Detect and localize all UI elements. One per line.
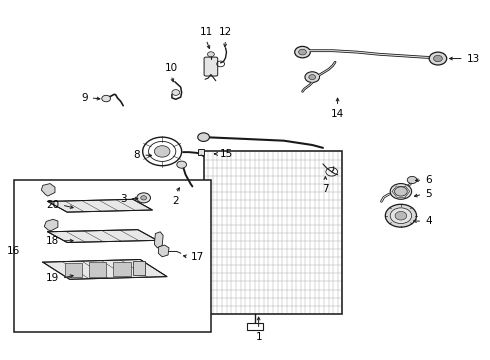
Bar — [89, 262, 106, 276]
Text: 5: 5 — [425, 189, 432, 199]
Text: 7: 7 — [322, 184, 329, 194]
Circle shape — [390, 184, 412, 199]
Text: 17: 17 — [191, 252, 204, 262]
Text: 12: 12 — [219, 27, 232, 37]
Bar — [199, 205, 204, 212]
Text: 20: 20 — [46, 200, 59, 210]
Bar — [203, 152, 343, 314]
Text: 14: 14 — [331, 109, 344, 118]
Circle shape — [395, 211, 407, 220]
Circle shape — [309, 75, 316, 80]
Circle shape — [198, 133, 209, 141]
Circle shape — [177, 161, 187, 168]
Text: 2: 2 — [172, 196, 179, 206]
Bar — [14, 180, 211, 332]
Circle shape — [294, 46, 310, 58]
Text: 18: 18 — [46, 236, 59, 246]
Circle shape — [154, 146, 170, 157]
Text: 19: 19 — [46, 273, 59, 283]
Text: 16: 16 — [7, 247, 21, 256]
Polygon shape — [48, 230, 157, 243]
Text: 4: 4 — [425, 216, 432, 226]
Circle shape — [137, 193, 150, 203]
Text: 9: 9 — [81, 93, 88, 103]
Bar — [114, 262, 130, 276]
Text: 13: 13 — [466, 54, 480, 64]
Circle shape — [429, 52, 447, 65]
Circle shape — [305, 72, 319, 82]
Circle shape — [390, 208, 412, 224]
Circle shape — [298, 49, 306, 55]
Polygon shape — [44, 219, 58, 231]
Polygon shape — [48, 199, 152, 212]
Text: 8: 8 — [134, 150, 140, 160]
Circle shape — [141, 196, 147, 200]
FancyBboxPatch shape — [204, 57, 218, 76]
Bar — [65, 263, 82, 277]
Circle shape — [172, 90, 180, 95]
Circle shape — [102, 95, 111, 102]
Text: 6: 6 — [425, 175, 432, 185]
Circle shape — [143, 137, 182, 166]
Text: 1: 1 — [255, 332, 262, 342]
Text: 10: 10 — [164, 63, 177, 73]
Bar — [247, 323, 263, 330]
Polygon shape — [158, 245, 169, 257]
Text: 15: 15 — [220, 149, 233, 159]
Polygon shape — [154, 232, 163, 248]
Circle shape — [394, 187, 407, 196]
Bar — [198, 149, 204, 155]
Text: 3: 3 — [120, 194, 126, 203]
Bar — [133, 261, 145, 275]
Circle shape — [207, 52, 214, 57]
Polygon shape — [41, 184, 55, 196]
Polygon shape — [43, 260, 167, 279]
Text: 11: 11 — [199, 27, 213, 37]
Circle shape — [434, 55, 442, 62]
Circle shape — [385, 204, 416, 227]
Circle shape — [407, 176, 417, 184]
